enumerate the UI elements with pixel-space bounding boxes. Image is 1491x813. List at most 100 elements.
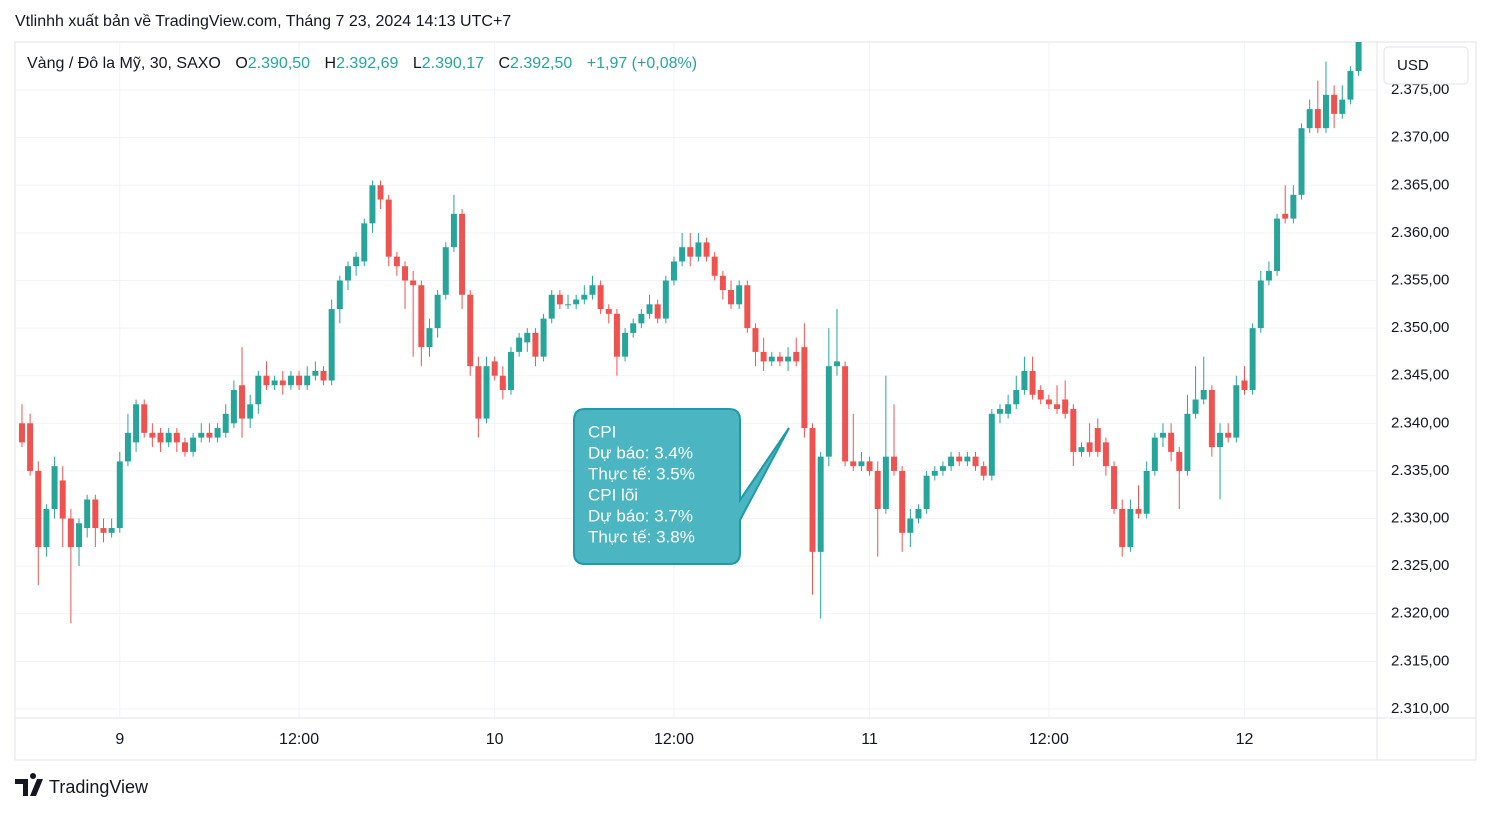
y-tick-label: 2.345,00 (1391, 367, 1449, 384)
legend-close: 2.392,50 (510, 55, 572, 72)
candle-body (410, 280, 417, 286)
candle-body (206, 432, 213, 438)
legend-open-label: O (235, 55, 247, 72)
candle-body (516, 337, 523, 352)
candle-body (874, 470, 881, 510)
candle-body (475, 366, 482, 419)
candle-body (964, 456, 971, 462)
y-tick-label: 2.315,00 (1391, 652, 1449, 669)
y-tick-label: 2.370,00 (1391, 129, 1449, 146)
annotation: CPI Dự báo: 3.4% Thực tế: 3.5% CPI lõi Dự bá… (573, 408, 790, 565)
candle-body (1192, 399, 1199, 414)
candle-body (491, 361, 498, 376)
candle-body (287, 375, 294, 386)
candle-body (711, 256, 718, 276)
legend-low-label: L (413, 55, 422, 72)
legend-change: +1,97 (+0,08%) (587, 55, 697, 72)
y-tick-label: 2.360,00 (1391, 224, 1449, 241)
candle-body (271, 380, 278, 386)
candle-body (1241, 380, 1248, 390)
candle-body (369, 185, 376, 224)
logo: TradingView (15, 773, 149, 797)
y-tick-label: 2.365,00 (1391, 176, 1449, 193)
candle-body (1005, 404, 1012, 414)
candle-body (589, 285, 596, 295)
candle-body (524, 332, 531, 343)
candle-body (679, 247, 686, 262)
candle-body (1168, 432, 1175, 452)
candle-body (116, 461, 123, 529)
candle-body (181, 442, 188, 452)
legend: Vàng / Đô la Mỹ, 30, SAXO O2.390,50 H2.3… (27, 55, 697, 72)
annotation-line: Thực tế: 3.8% (588, 527, 695, 546)
candle-body (719, 275, 726, 291)
x-tick-label: 9 (115, 731, 124, 748)
candle-body (801, 347, 808, 429)
candle-body (426, 328, 433, 348)
candle-body (662, 280, 669, 319)
candle-body (597, 285, 604, 310)
candle-body (939, 466, 946, 471)
candle-body (328, 309, 335, 381)
candle-body (646, 304, 653, 314)
candle-body (18, 423, 25, 443)
candle-body (344, 266, 351, 281)
candle-body (752, 328, 759, 352)
candle-body (76, 523, 83, 548)
candle-body (1135, 509, 1142, 514)
logo-mark (15, 773, 43, 796)
candle-body (785, 356, 792, 362)
x-tick-label: 12:00 (654, 731, 694, 748)
candle-body (190, 437, 197, 452)
candle-body (1355, 42, 1362, 72)
legend-high: 2.392,69 (336, 55, 398, 72)
y-tick-label: 2.310,00 (1391, 700, 1449, 717)
candle-body (402, 266, 409, 281)
candle-body (67, 518, 74, 548)
candle-body (141, 404, 148, 433)
candle-body (442, 247, 449, 295)
candle-body (230, 389, 237, 424)
candle-body (247, 404, 254, 419)
x-tick-label: 12 (1236, 731, 1254, 748)
candle-body (1265, 270, 1272, 281)
candle-body (736, 285, 743, 305)
candle-body (222, 413, 229, 433)
annotation-line: Thực tế: 3.5% (588, 464, 695, 483)
candle-body (996, 409, 1003, 414)
candle-body (776, 356, 783, 362)
candle-body (1176, 451, 1183, 471)
candle-body (1054, 404, 1061, 410)
candle-body (622, 332, 629, 357)
candle-body (59, 480, 66, 519)
candle-body (809, 428, 816, 552)
candle-body (1282, 213, 1289, 219)
candle-body (1184, 413, 1191, 471)
currency-label[interactable]: USD (1397, 57, 1429, 74)
chart-frame (14, 41, 1477, 761)
candle-body (1119, 509, 1126, 548)
candle-body (1257, 280, 1264, 329)
currency-button[interactable]: USD (1383, 46, 1469, 85)
candle-body (1127, 509, 1134, 548)
candle-body (638, 313, 645, 324)
candle-body (866, 461, 873, 471)
candle-body (1274, 218, 1281, 271)
candle-body (434, 294, 441, 329)
currency-button-box[interactable] (1383, 46, 1469, 85)
candle-body (1347, 71, 1354, 100)
candle-body (1151, 437, 1158, 471)
candle-body (108, 528, 115, 533)
candle-body (948, 456, 955, 467)
candle-body (149, 432, 156, 438)
candle-body (312, 370, 319, 376)
candle-body (1086, 442, 1093, 452)
candle-body (1290, 194, 1297, 219)
publish-info: Vtlinhh xuất bản về TradingView.com, Thá… (15, 13, 511, 30)
candle-body (703, 242, 710, 257)
y-tick-label: 2.375,00 (1391, 81, 1449, 98)
candle-body (1062, 399, 1069, 414)
y-tick-label: 2.325,00 (1391, 557, 1449, 574)
candle-body (1314, 109, 1321, 129)
candle-body (499, 375, 506, 390)
